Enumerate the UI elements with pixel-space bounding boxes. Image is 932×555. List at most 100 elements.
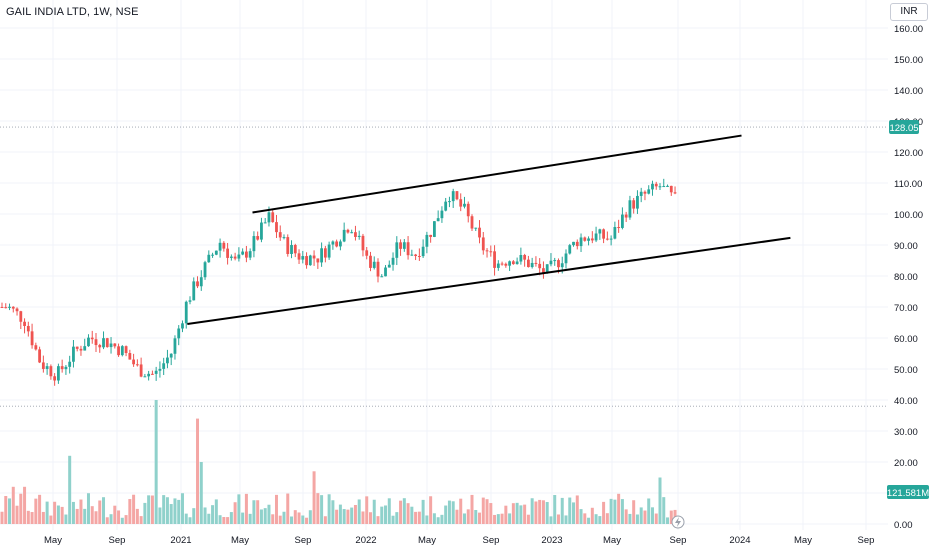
candle-body — [94, 339, 98, 346]
candle-body — [519, 255, 523, 262]
volume-bar — [15, 505, 19, 524]
volume-bar — [184, 513, 188, 524]
candle-body — [496, 263, 500, 268]
candle-body — [568, 245, 572, 254]
volume-bar — [207, 513, 211, 524]
candle-body — [485, 250, 489, 252]
volume-bar — [662, 497, 666, 524]
volume-bar — [211, 505, 215, 524]
volume-bar — [282, 511, 286, 524]
time-tick-label: May — [794, 535, 812, 546]
volume-bar — [417, 511, 421, 524]
candle-body — [662, 186, 666, 188]
candle-body — [8, 306, 11, 308]
axes: 160.00150.00140.00130.00120.00110.00100.… — [44, 24, 923, 546]
volume-bar — [338, 504, 342, 524]
candle-body — [511, 261, 515, 265]
volume-bar — [368, 512, 372, 524]
time-tick-label: 2022 — [355, 535, 376, 546]
candle-body — [523, 255, 527, 260]
volume-bar — [222, 517, 226, 524]
volume-bar — [71, 501, 75, 524]
volume-bar — [305, 517, 309, 524]
candle-body — [433, 221, 436, 237]
candle-body — [560, 263, 564, 268]
candle-body — [308, 255, 312, 266]
candle-body — [500, 263, 504, 265]
volume-bar — [410, 506, 414, 524]
channel-top-trendline[interactable] — [252, 134, 742, 214]
volume-bar — [90, 506, 94, 524]
price-tick-label: 90.00 — [894, 241, 918, 252]
candle-body — [613, 227, 617, 239]
candle-body — [275, 222, 278, 233]
candle-body — [346, 229, 350, 233]
candle-body — [290, 245, 293, 254]
candle-body — [229, 256, 233, 258]
candle-body — [387, 264, 391, 268]
volume-bar — [496, 514, 500, 524]
candle-body — [60, 366, 64, 370]
last-price-badge — [889, 120, 919, 135]
volume-bar — [545, 502, 549, 524]
price-tick-label: 140.00 — [894, 86, 923, 97]
candles — [0, 178, 677, 386]
candle-body — [34, 345, 38, 350]
volume-bar — [11, 486, 15, 524]
candle-body — [583, 237, 587, 241]
volume-bar — [263, 508, 267, 524]
volume-bar — [290, 516, 294, 524]
volume-bar — [8, 498, 12, 524]
volume-bar — [301, 515, 305, 524]
volume-bar — [53, 501, 57, 524]
candle-body — [139, 364, 143, 377]
candle-body — [181, 323, 184, 329]
volume-bar — [635, 514, 639, 524]
currency-selector[interactable]: INR — [890, 3, 928, 21]
candle-body — [489, 251, 493, 253]
candle-body — [41, 362, 45, 369]
candle-body — [527, 259, 530, 268]
volume-bar — [643, 510, 647, 524]
candle-body — [4, 307, 8, 309]
volume-bar — [466, 509, 470, 524]
candle-body — [211, 254, 214, 256]
price-levels — [0, 126, 888, 407]
volume-bar — [248, 513, 252, 524]
volume-bar — [113, 505, 117, 524]
candle-body — [647, 189, 651, 194]
candle-body — [481, 237, 485, 251]
price-tick-label: 70.00 — [894, 303, 918, 314]
volume-bar — [68, 455, 72, 524]
volume-bar — [669, 510, 673, 524]
volume-bar — [132, 494, 136, 524]
candle-body — [632, 200, 636, 209]
candle-body — [19, 311, 23, 322]
candle-body — [90, 337, 94, 340]
volume-bar — [553, 495, 557, 524]
volume-bar — [38, 494, 42, 524]
volume-bar — [583, 513, 587, 524]
channel-bottom-trendline[interactable] — [187, 236, 791, 326]
watermark — [671, 515, 685, 529]
volume-bar — [278, 515, 282, 524]
volume-bar — [425, 515, 429, 524]
candle-body — [508, 261, 511, 266]
candle-body — [214, 250, 218, 255]
volume-bar — [609, 498, 613, 524]
candle-body — [575, 241, 579, 247]
trendlines[interactable] — [187, 134, 791, 326]
volume-bar — [602, 501, 606, 524]
candle-body — [75, 346, 79, 349]
candle-body — [395, 242, 399, 258]
candle-body — [361, 235, 365, 251]
volume-bar — [511, 503, 515, 524]
volume-label: 121.581M — [887, 488, 929, 499]
volume-bar — [237, 494, 241, 524]
volume-bar — [357, 499, 361, 524]
volume-bar — [244, 493, 248, 524]
candle-body — [417, 256, 421, 258]
volume-bar — [380, 506, 384, 524]
